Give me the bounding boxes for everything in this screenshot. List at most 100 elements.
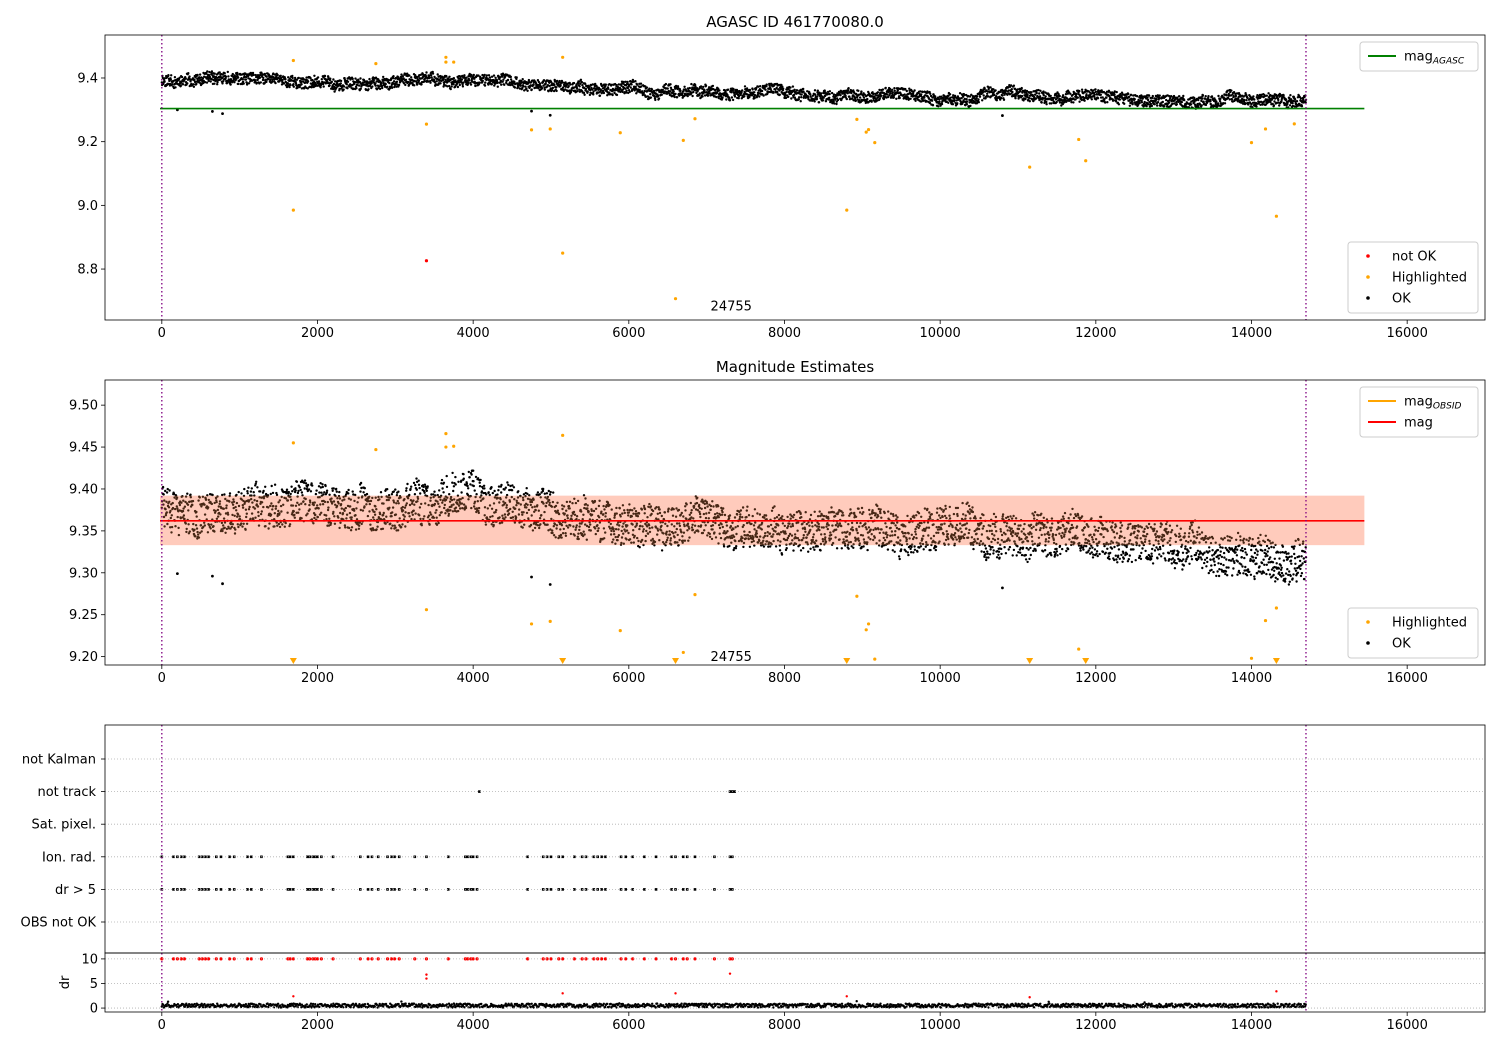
p1-ok-point-2388 xyxy=(904,87,907,91)
p1-ok-point-563 xyxy=(335,82,339,85)
p1-ok-point-2163 xyxy=(834,98,837,101)
p1-ok-point-1044 xyxy=(485,74,489,77)
p1-ok-point-290 xyxy=(250,79,254,82)
p1-l1-legend-dot-0 xyxy=(1366,254,1370,258)
p1-ok-point-541 xyxy=(329,77,332,80)
p1-ok-point-2802 xyxy=(1033,95,1036,99)
p1-ok-point-1905 xyxy=(753,93,757,97)
p2-ok-point-923 xyxy=(448,493,451,496)
p1-ok-point-3509 xyxy=(1253,98,1256,101)
p1-ok-point-1118 xyxy=(508,81,512,84)
p1-ok-outlier-1 xyxy=(211,110,214,113)
p1-ok-point-1351 xyxy=(581,84,584,87)
p1-ok-point-1230 xyxy=(543,88,546,91)
p1-ok-point-3450 xyxy=(1234,94,1238,98)
p1-ok-point-1089 xyxy=(499,79,503,83)
p1-ok-point-3276 xyxy=(1180,100,1184,104)
panel-agasc-title: AGASC ID 461770080.0 xyxy=(706,13,884,31)
p2-ok-point-799 xyxy=(409,487,412,491)
p1-ok-point-1496 xyxy=(626,80,629,84)
p1-ok-point-169 xyxy=(213,82,216,85)
p1-ok-point-1880 xyxy=(745,87,749,90)
p1-ok-point-320 xyxy=(260,71,263,74)
p1-highlighted-point-25 xyxy=(1274,214,1279,218)
p1-ok-point-2007 xyxy=(785,90,788,94)
p1-ok-point-1465 xyxy=(616,85,620,89)
p1-ytick-label-1: 9.0 xyxy=(77,199,98,214)
p1-ok-point-2497 xyxy=(938,98,941,101)
p1-ok-point-1770 xyxy=(711,84,715,88)
p1-ok-point-1031 xyxy=(481,79,484,83)
p2-ok-point-275 xyxy=(246,490,249,493)
p1-ok-point-170 xyxy=(213,72,216,75)
p1-ok-point-923 xyxy=(448,84,451,88)
p1-ok-point-2619 xyxy=(976,95,979,98)
p1-ok-point-1067 xyxy=(492,74,496,77)
p1-ok-point-2005 xyxy=(784,96,788,100)
p1-ok-point-1375 xyxy=(588,93,592,97)
p1-ok-point-2348 xyxy=(891,91,894,94)
p1-ok-point-931 xyxy=(450,85,453,88)
p2-ok-point-517 xyxy=(321,485,324,489)
p1-ok-point-111 xyxy=(195,82,198,86)
p1-ok-point-2874 xyxy=(1055,100,1058,104)
p1-ok-point-1548 xyxy=(642,91,645,95)
p1-ok-point-3640 xyxy=(1293,98,1297,101)
p1-ok-point-214 xyxy=(227,75,230,78)
p1-ok-point-105 xyxy=(193,78,196,82)
p1-ok-point-1506 xyxy=(629,86,632,89)
p1-ok-point-1106 xyxy=(505,81,508,85)
p1-ok-point-964 xyxy=(460,78,464,81)
p1-ok-point-1781 xyxy=(715,95,718,99)
p2-ok-point-1230 xyxy=(543,492,546,495)
p1-ok-point-1478 xyxy=(620,80,624,83)
p1-ok-point-161 xyxy=(210,70,214,73)
p1-ok-point-2546 xyxy=(953,99,956,102)
p1-ok-point-1079 xyxy=(496,85,499,88)
p1-ok-point-2506 xyxy=(940,102,944,106)
p1-xtick-label-6: 12000 xyxy=(1075,326,1116,341)
p2-ok-point-497 xyxy=(315,489,318,492)
p1-ok-point-2970 xyxy=(1085,93,1088,96)
p1-ok-point-2041 xyxy=(796,89,799,92)
p1-highlighted-point-16 xyxy=(855,117,859,121)
p2-ok-point-82 xyxy=(186,492,189,495)
p2-ok-point-826 xyxy=(417,483,421,486)
p1-ok-point-746 xyxy=(392,80,396,83)
p1-ok-point-1543 xyxy=(641,90,644,93)
p1-ok-point-2541 xyxy=(951,103,955,106)
p2-ok-point-506 xyxy=(318,491,321,494)
p1-ok-point-176 xyxy=(215,78,218,81)
p1-ok-point-325 xyxy=(261,78,265,82)
p2-ok-point-1174 xyxy=(526,492,529,495)
p1-highlighted-point-22 xyxy=(1084,159,1088,163)
p1-ok-point-2401 xyxy=(908,87,911,90)
p1-ok-point-3077 xyxy=(1118,98,1122,101)
p1-ok-point-3435 xyxy=(1230,89,1233,92)
p1-ok-point-602 xyxy=(348,76,351,79)
p1-ok-point-3173 xyxy=(1148,100,1151,104)
p1-ok-point-1270 xyxy=(556,79,559,83)
p1-ok-point-68 xyxy=(181,83,185,86)
p1-l1-legend-dot-1 xyxy=(1366,275,1370,279)
p1-ok-point-3603 xyxy=(1282,94,1285,97)
p1-ok-point-132 xyxy=(201,77,205,80)
p1-ok-point-2031 xyxy=(792,93,796,97)
p1-ok-point-1171 xyxy=(525,87,528,90)
p1-ok-point-449 xyxy=(300,83,303,86)
p1-ok-point-972 xyxy=(463,74,466,77)
p1-ok-point-2083 xyxy=(809,93,812,96)
p1-ok-point-3281 xyxy=(1182,94,1185,98)
p1-ok-point-700 xyxy=(378,85,381,88)
p1-ok-point-271 xyxy=(245,75,248,79)
p1-highlighted-point-14 xyxy=(693,117,697,121)
p1-ok-point-1207 xyxy=(536,83,539,87)
p1-ok-point-3141 xyxy=(1138,101,1141,105)
p1-highlighted-point-20 xyxy=(1028,165,1032,169)
p1-ok-point-2055 xyxy=(800,93,803,96)
p1-ok-point-1745 xyxy=(703,94,707,97)
p1-ok-point-1819 xyxy=(726,88,730,91)
p1-highlighted-point-7 xyxy=(529,128,534,132)
p2-ok-point-570 xyxy=(338,490,341,494)
p1-ok-point-2298 xyxy=(876,99,879,102)
